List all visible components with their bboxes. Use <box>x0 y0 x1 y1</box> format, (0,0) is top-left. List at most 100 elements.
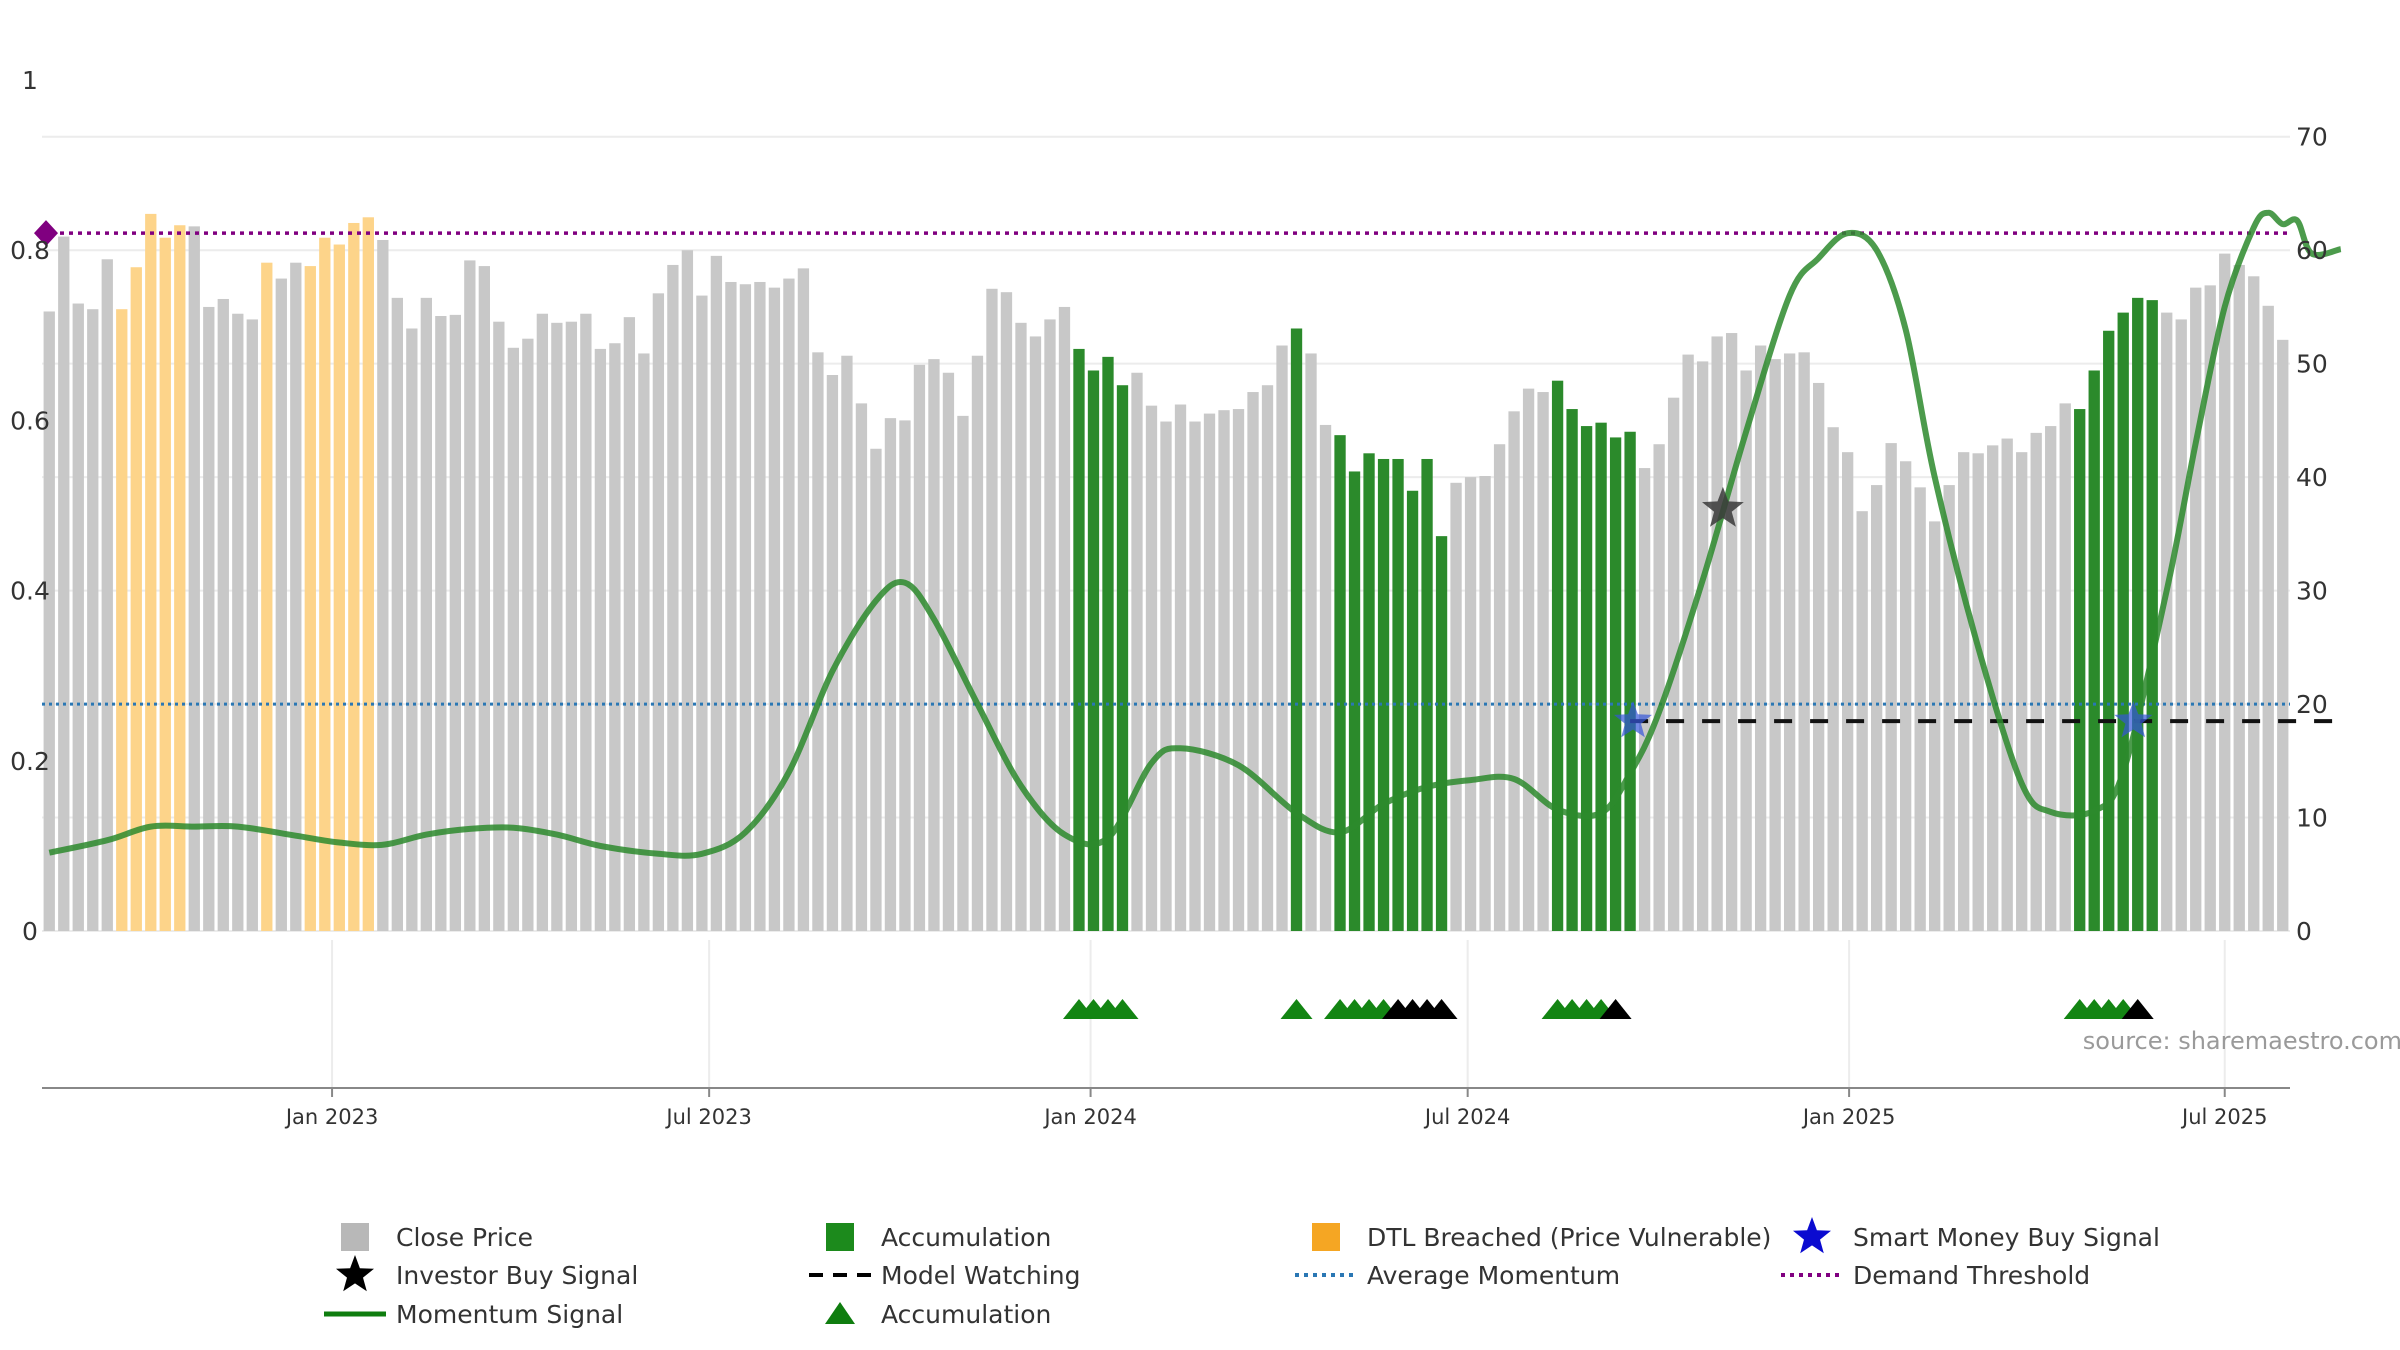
close-price-bar <box>1174 404 1187 932</box>
close-price-bar <box>2233 264 2245 931</box>
close-price-bar <box>2016 452 2028 931</box>
right-axis-tick-label: 30 <box>2296 577 2328 606</box>
smart-money-buy-signal-star <box>1614 701 1652 738</box>
accumulation-bar <box>1566 409 1578 931</box>
accumulation-bar <box>1580 426 1593 931</box>
buy-signals <box>1614 486 2153 738</box>
accumulation-bar <box>1116 385 1129 931</box>
dtl-breached-bar <box>145 213 157 931</box>
close-price-bar <box>1247 392 1259 931</box>
accumulation-triangle <box>1280 999 1313 1019</box>
close-price-bar <box>855 403 868 931</box>
legend-label: Investor Buy Signal <box>396 1261 638 1290</box>
legend: Close Price Accumulation DTL Breached (Pri… <box>324 1217 2160 1329</box>
close-price-bar <box>58 236 70 932</box>
close-price-bar <box>420 297 432 932</box>
close-price-bar <box>2045 426 2057 931</box>
accumulation-bar <box>1290 328 1303 931</box>
close-price-bar <box>971 355 984 931</box>
accumulation-bar <box>1377 458 1390 931</box>
close-price-bar <box>449 314 461 932</box>
close-price-bar <box>406 328 418 931</box>
x-axis-tick-label: Jan 2024 <box>1042 1105 1137 1129</box>
smart-money-buy-signal-star <box>2114 701 2153 738</box>
close-price-bar <box>1305 353 1317 931</box>
close-price-bar <box>203 306 215 931</box>
right-axis-tick-label: 60 <box>2296 236 2328 265</box>
close-price-bar <box>797 268 810 931</box>
close-price-bar <box>2001 438 2013 931</box>
close-price-bar <box>1914 487 1926 931</box>
dtl-breached-bar <box>116 309 128 932</box>
close-price-bar <box>913 364 926 931</box>
legend-label: Smart Money Buy Signal <box>1853 1223 2160 1252</box>
close-price-bar <box>391 297 403 932</box>
close-price-bar <box>1029 336 1042 931</box>
close-price-bar <box>812 352 824 931</box>
close-price-bar <box>1638 468 1651 931</box>
close-price-bar <box>1929 521 1941 931</box>
accumulation-triangle-black <box>2121 999 2154 1019</box>
close-price-bar <box>2248 276 2260 931</box>
legend-swatch <box>826 1223 854 1251</box>
close-price-bar <box>1044 319 1056 931</box>
close-price-bar <box>217 298 229 931</box>
dtl-breached-bar <box>174 225 186 932</box>
price-bars <box>43 213 2289 932</box>
close-price-bar <box>2190 287 2202 931</box>
close-price-bar <box>1943 485 1955 931</box>
close-price-bar <box>2219 253 2231 931</box>
close-price-bar <box>1537 392 1549 931</box>
right-axis-tick-label: 50 <box>2296 350 2328 379</box>
momentum-signal-line <box>48 209 2342 859</box>
close-price-bar <box>725 281 737 931</box>
close-price-bar <box>1885 443 1897 931</box>
close-price-bar <box>565 321 578 932</box>
accumulation-bar <box>2074 409 2086 931</box>
close-price-bar <box>1015 322 1027 931</box>
close-price-bar <box>551 322 563 931</box>
x-axis-tick-label: Jul 2025 <box>2180 1105 2267 1129</box>
close-price-bar <box>493 321 505 932</box>
accumulation-bar <box>1421 458 1433 931</box>
legend-label: Accumulation <box>881 1300 1051 1329</box>
accumulation-bar <box>1087 370 1100 931</box>
accumulation-bar <box>2146 300 2158 931</box>
accumulation-bar <box>1595 422 1607 931</box>
close-price-bar <box>101 259 113 931</box>
legend-star <box>1793 1217 1831 1254</box>
reference-lines <box>34 220 2341 724</box>
close-price-bar <box>1058 306 1071 931</box>
close-price-bar <box>1812 382 1825 931</box>
close-price-bar <box>1131 372 1143 931</box>
accumulation-bar <box>2132 297 2144 932</box>
close-price-bar <box>1682 354 1694 931</box>
close-price-bar <box>2277 339 2289 932</box>
accumulation-triangle-black <box>1599 999 1632 1019</box>
legend-label: Close Price <box>396 1223 533 1252</box>
close-price-bar <box>1842 452 1854 931</box>
left-axis-tick-label: 1 <box>22 66 38 95</box>
legend-label: Momentum Signal <box>396 1300 623 1329</box>
close-price-bar <box>638 353 650 931</box>
close-price-bar <box>2161 312 2173 931</box>
close-price-bar <box>1218 410 1230 931</box>
close-price-bar <box>696 295 708 931</box>
close-price-bar <box>507 347 520 931</box>
accumulation-bar <box>1435 536 1448 931</box>
left-axis-tick-label: 0.6 <box>10 406 50 435</box>
dtl-breached-bar <box>348 222 360 931</box>
legend-label: Accumulation <box>881 1223 1051 1252</box>
close-price-bar <box>1740 370 1752 931</box>
accumulation-bar <box>1348 471 1361 931</box>
close-price-bar <box>1871 485 1883 931</box>
dtl-breached-bar <box>362 217 374 931</box>
close-price-bar <box>377 239 389 931</box>
close-price-bar <box>1900 461 1912 931</box>
accumulation-markers <box>1062 999 2154 1019</box>
close-price-bar <box>1232 409 1245 931</box>
legend-swatch <box>1312 1223 1340 1251</box>
close-price-bar <box>1754 345 1767 932</box>
